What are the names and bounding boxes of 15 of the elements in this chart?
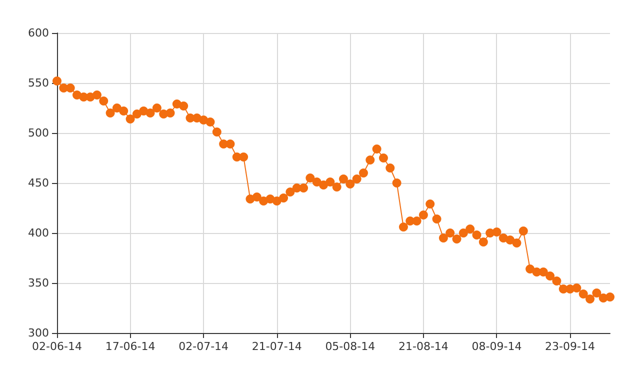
y-tick-label: 500 [28, 126, 49, 140]
x-tick-label: 08-09-14 [472, 340, 522, 353]
y-tick-label: 600 [28, 26, 49, 40]
y-tick-label: 350 [28, 276, 49, 290]
y-tick-label: 400 [28, 226, 49, 240]
x-tick-label: 21-08-14 [398, 340, 448, 353]
x-tick-label: 17-06-14 [105, 340, 156, 353]
x-tick-label: 02-06-14 [32, 340, 82, 353]
y-tick-label: 450 [28, 176, 49, 190]
y-tick-label: 550 [28, 76, 49, 90]
x-tick-label: 23-09-14 [545, 340, 595, 353]
x-tick-label: 02-07-14 [178, 340, 229, 353]
x-tick-label: 21-07-14 [252, 340, 302, 353]
x-tick-label: 05-08-14 [325, 340, 376, 353]
y-tick-label: 300 [28, 326, 49, 340]
